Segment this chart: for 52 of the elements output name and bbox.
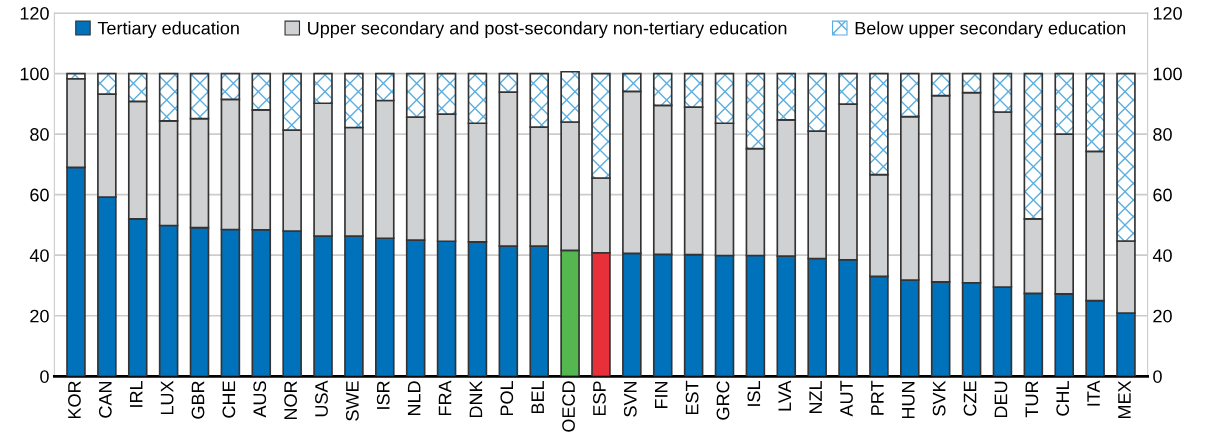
y-tick-label: 0 bbox=[40, 370, 49, 383]
x-tick-label: CHL bbox=[1056, 381, 1070, 416]
x-tick-label: DEU bbox=[994, 381, 1008, 418]
x-tick-label: EST bbox=[685, 380, 699, 415]
x-tick-label: GRC bbox=[716, 381, 730, 420]
x-tick-label: NZL bbox=[809, 381, 822, 414]
y-tick-label: 120 bbox=[20, 6, 49, 20]
x-tick-label: HUN bbox=[902, 381, 915, 419]
legend-label: Tertiary education bbox=[97, 21, 239, 39]
x-tick-label: OECD bbox=[562, 381, 575, 432]
y2-tick-label: 80 bbox=[1153, 128, 1172, 141]
x-tick-label: CZE bbox=[963, 381, 977, 416]
x-tick-label: FRA bbox=[438, 380, 452, 416]
y2-tick-label: 20 bbox=[1153, 309, 1172, 323]
x-tick-label: GBR bbox=[191, 381, 205, 419]
legend-label: Below upper secondary education bbox=[855, 21, 1126, 39]
y2-tick-label: 0 bbox=[1153, 370, 1162, 383]
x-tick-label: AUT bbox=[840, 380, 853, 417]
y-tick-label: 80 bbox=[30, 128, 49, 141]
x-tick-label: SVN bbox=[623, 381, 637, 417]
y2-tick-label: 60 bbox=[1153, 188, 1172, 202]
x-tick-label: FIN bbox=[654, 381, 668, 409]
x-tick-label: POL bbox=[500, 381, 514, 416]
x-tick-label: ISL bbox=[747, 381, 761, 406]
x-tick-label: BEL bbox=[531, 381, 544, 414]
x-tick-label: MEX bbox=[1118, 380, 1131, 419]
y-tick-label: 20 bbox=[30, 309, 49, 323]
legend-label: Upper secondary and post-secondary non-tertiary education bbox=[308, 21, 787, 39]
x-tick-label: DNK bbox=[469, 380, 483, 418]
x-tick-label: USA bbox=[315, 380, 328, 417]
x-tick-label: SWE bbox=[345, 381, 359, 421]
x-tick-label: AUS bbox=[253, 381, 267, 418]
x-tick-label: NOR bbox=[284, 381, 297, 420]
x-tick-label: KOR bbox=[68, 381, 81, 419]
x-tick-label: CAN bbox=[98, 381, 112, 418]
x-tick-label: ISR bbox=[376, 381, 390, 409]
y-tick-label: 60 bbox=[30, 188, 49, 202]
y-tick-label: 100 bbox=[20, 67, 49, 81]
y2-tick-label: 100 bbox=[1153, 67, 1182, 81]
x-tick-label: LVA bbox=[778, 380, 791, 411]
x-tick-label: IRL bbox=[129, 381, 143, 407]
x-tick-label: CHE bbox=[222, 381, 236, 418]
x-tick-label: ESP bbox=[593, 381, 606, 416]
x-tick-label: PRT bbox=[871, 380, 884, 415]
x-tick-label: LUX bbox=[160, 380, 174, 415]
x-tick-label: SVK bbox=[932, 380, 946, 416]
y2-tick-label: 120 bbox=[1153, 6, 1182, 20]
x-tick-label: NLD bbox=[407, 381, 421, 416]
y2-tick-label: 40 bbox=[1152, 249, 1172, 262]
y-tick-label: 40 bbox=[29, 249, 49, 262]
x-tick-label: TUR bbox=[1025, 381, 1039, 418]
x-tick-label: ITA bbox=[1087, 380, 1100, 406]
